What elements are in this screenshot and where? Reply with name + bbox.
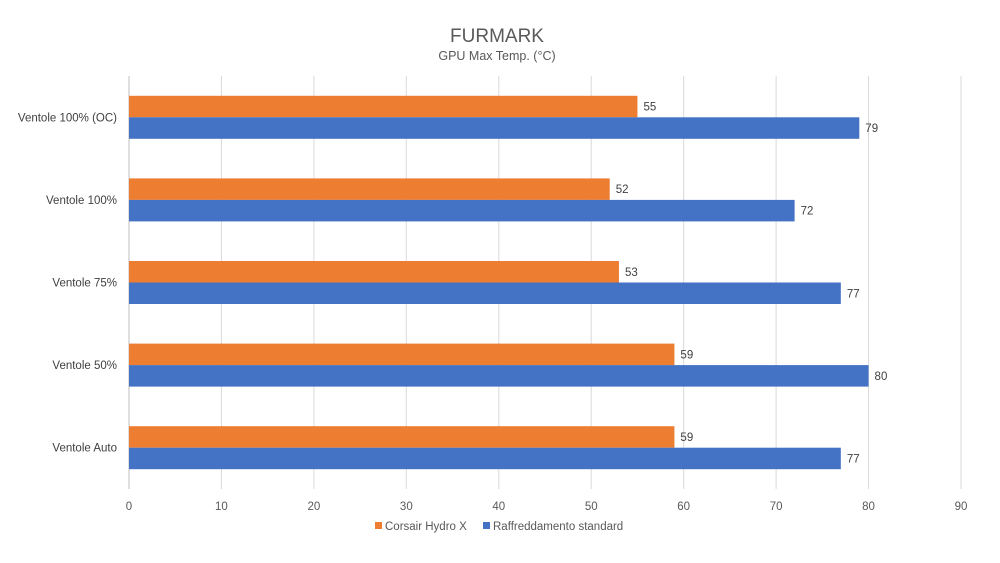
data-label: 53 (625, 267, 638, 279)
legend: Corsair Hydro X Raffreddamento standard (375, 521, 623, 533)
x-tick-label: 30 (400, 501, 413, 513)
x-tick-label: 90 (955, 501, 968, 513)
chart-title: FURMARK (450, 26, 544, 47)
x-tick-label: 60 (677, 501, 690, 513)
category-label: Ventole 100% (46, 195, 117, 207)
data-label: 80 (875, 371, 888, 383)
x-tick-label: 50 (585, 501, 598, 513)
bar-corsair-hydro-x (129, 426, 675, 448)
category-axis-labels: Ventole 100% (OC) Ventole 100% Ventole 75%… (18, 112, 117, 454)
x-tick-label: 40 (492, 501, 505, 513)
bar-raffreddamento-standard (129, 365, 869, 387)
data-label: 72 (801, 206, 814, 218)
x-tick-label: 80 (862, 501, 875, 513)
data-label: 77 (847, 288, 860, 300)
legend-swatch (483, 522, 490, 529)
bar-corsair-hydro-x (129, 343, 675, 366)
legend-label: Corsair Hydro X (385, 521, 467, 533)
bars (129, 95, 869, 470)
bar-raffreddamento-standard (129, 199, 795, 222)
x-tick-label: 10 (215, 501, 228, 513)
data-label: 59 (680, 432, 693, 444)
data-label: 52 (616, 184, 629, 196)
data-label: 55 (643, 102, 656, 114)
data-labels: 55 79 52 72 53 77 59 80 59 77 (616, 102, 888, 466)
x-tick-label: 0 (126, 501, 132, 513)
x-tick-label: 20 (307, 501, 320, 513)
bar-corsair-hydro-x (129, 178, 610, 200)
category-label: Ventole 50% (52, 360, 117, 372)
legend-label: Raffreddamento standard (493, 521, 623, 533)
value-axis-labels: 0 10 20 30 40 50 60 70 80 90 (126, 501, 968, 513)
bar-raffreddamento-standard (129, 282, 841, 304)
bar-corsair-hydro-x (129, 95, 638, 118)
data-label: 59 (680, 349, 693, 361)
category-label: Ventole 75% (52, 278, 117, 290)
data-label: 79 (865, 123, 878, 135)
legend-swatch (375, 522, 382, 529)
x-tick-label: 70 (770, 501, 783, 513)
bar-corsair-hydro-x (129, 261, 619, 283)
chart-subtitle: GPU Max Temp. (°C) (438, 49, 555, 63)
data-label: 77 (847, 453, 860, 465)
bar-raffreddamento-standard (129, 117, 860, 139)
bar-raffreddamento-standard (129, 447, 841, 470)
category-label: Ventole Auto (52, 443, 117, 455)
category-label: Ventole 100% (OC) (18, 112, 117, 124)
